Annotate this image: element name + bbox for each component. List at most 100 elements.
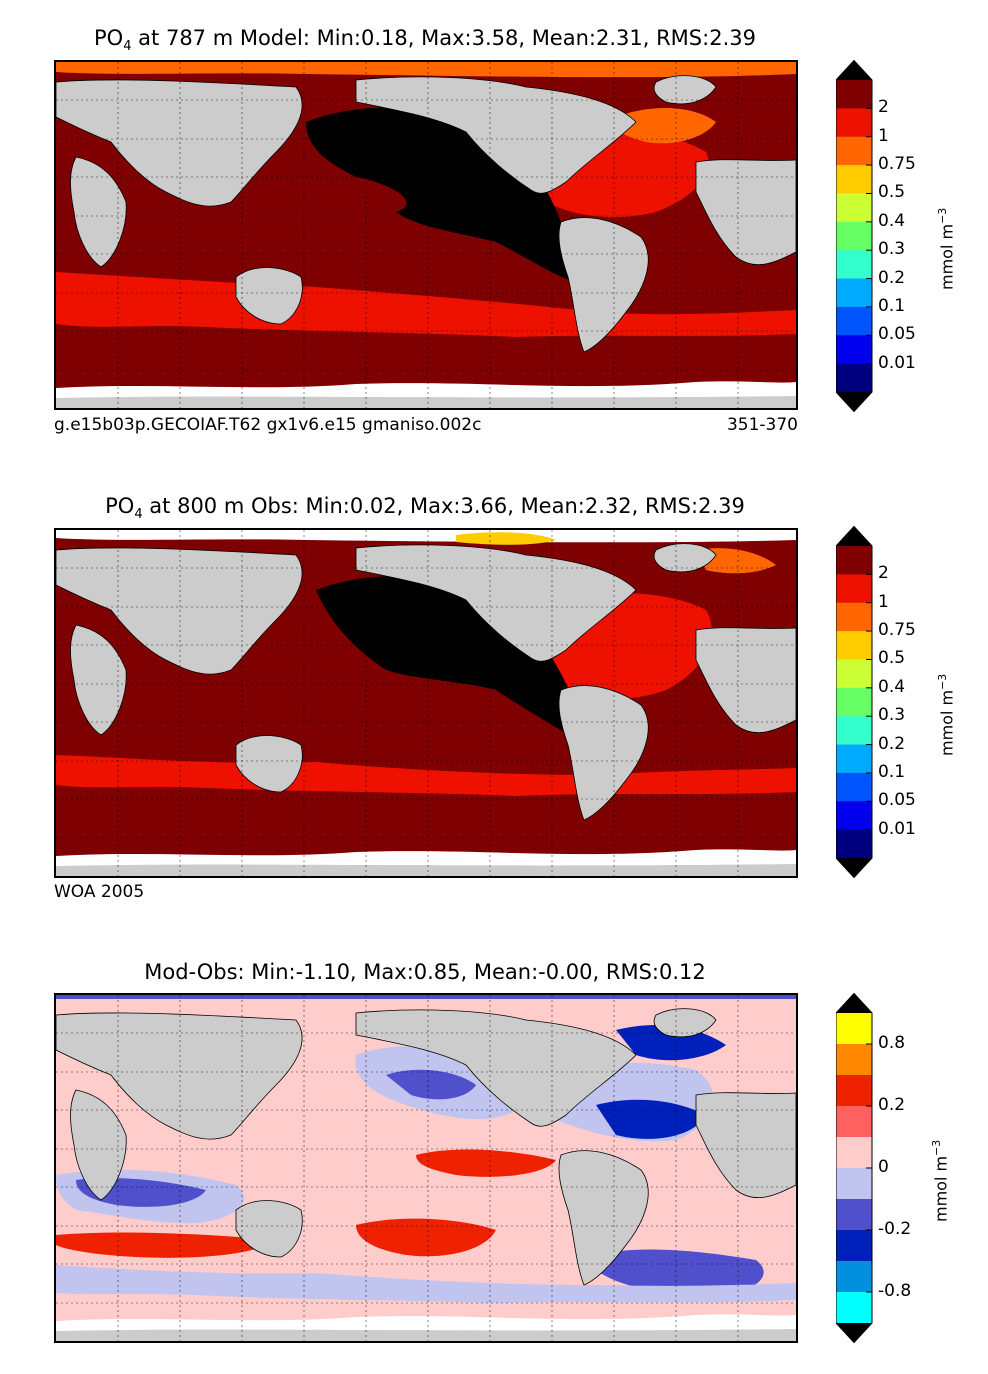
panel1-colorbar bbox=[836, 60, 956, 412]
colorbar-swatch bbox=[836, 1106, 872, 1138]
colorbar-swatch bbox=[836, 1199, 872, 1231]
colorbar-swatch bbox=[836, 136, 872, 166]
panel2-map bbox=[54, 528, 798, 878]
colorbar-top-arrow bbox=[836, 993, 872, 1013]
colorbar-swatch bbox=[836, 250, 872, 280]
colorbar-swatch bbox=[836, 363, 872, 393]
colorbar-tick-label: 0.75 bbox=[878, 620, 916, 641]
colorbar-swatch bbox=[836, 1292, 872, 1324]
panel3-title: Mod-Obs: Min:-1.10, Max:0.85, Mean:-0.00… bbox=[0, 960, 850, 984]
colorbar-swatch bbox=[836, 193, 872, 223]
panel1-colorbar-unit: mmol m−3 bbox=[936, 208, 956, 290]
colorbar-tick-label: 1 bbox=[878, 591, 889, 612]
colorbar-swatch bbox=[836, 546, 872, 575]
colorbar-swatch bbox=[836, 221, 872, 251]
colorbar-tick-label: -0.2 bbox=[878, 1219, 912, 1239]
panel3-title-rest: Mod-Obs: Min:-1.10, Max:0.85, Mean:-0.00… bbox=[144, 960, 706, 984]
colorbar-swatch bbox=[836, 278, 872, 308]
panel1-map bbox=[54, 60, 798, 410]
colorbar-swatch bbox=[836, 1013, 872, 1045]
colorbar-tick-label: 0.01 bbox=[878, 818, 916, 839]
panel1-title: PO4 at 787 m Model: Min:0.18, Max:3.58, … bbox=[0, 26, 850, 54]
colorbar-tick-label: 0.3 bbox=[878, 239, 906, 260]
colorbar-tick-label: 0.1 bbox=[878, 761, 906, 782]
colorbar-tick-label: 0.01 bbox=[878, 352, 916, 373]
panel3-map bbox=[54, 993, 798, 1343]
colorbar-tick-label: 0.2 bbox=[878, 1095, 906, 1115]
panel1-map-svg bbox=[56, 62, 796, 408]
panel2-colorbar bbox=[836, 526, 956, 878]
colorbar-tick-label: 0.8 bbox=[878, 1033, 906, 1053]
colorbar-top-arrow bbox=[836, 526, 872, 546]
panel1-unit-exp: −3 bbox=[936, 207, 949, 224]
colorbar-swatch bbox=[836, 574, 872, 604]
colorbar-swatch bbox=[836, 659, 872, 689]
colorbar-tick-label: 0.75 bbox=[878, 154, 916, 175]
panel2-title: PO4 at 800 m Obs: Min:0.02, Max:3.66, Me… bbox=[0, 494, 850, 522]
colorbar-top-arrow bbox=[836, 60, 872, 80]
panel3-colorbar-svg bbox=[836, 993, 873, 1343]
colorbar-tick-label: 0.2 bbox=[878, 267, 906, 288]
colorbar-swatch bbox=[836, 716, 872, 746]
panel2-caption-left: WOA 2005 bbox=[54, 882, 145, 902]
colorbar-outline bbox=[836, 526, 873, 878]
colorbar-swatch bbox=[836, 1075, 872, 1107]
colorbar-tick-label: 0.3 bbox=[878, 705, 906, 726]
panel3-colorbar bbox=[836, 993, 956, 1343]
colorbar-swatch bbox=[836, 801, 872, 831]
colorbar-tick-label: 0.5 bbox=[878, 182, 906, 203]
panel2-title-rest: at 800 m Obs: Min:0.02, Max:3.66, Mean:2… bbox=[142, 494, 745, 518]
colorbar-swatch bbox=[836, 1044, 872, 1076]
panel1-title-prefix: PO bbox=[94, 26, 124, 50]
panel3-map-svg bbox=[56, 995, 796, 1341]
colorbar-tick-label: 0.05 bbox=[878, 324, 916, 345]
panel2-colorbar-unit: mmol m−3 bbox=[936, 674, 956, 756]
colorbar-tick-label: 0.4 bbox=[878, 210, 906, 231]
panel1-unit-text: mmol m bbox=[937, 223, 957, 290]
colorbar-tick-label: 2 bbox=[878, 563, 889, 584]
colorbar-swatch bbox=[836, 1230, 872, 1262]
colorbar-bottom-arrow bbox=[836, 1323, 872, 1343]
panel3-unit-exp: −3 bbox=[930, 1139, 943, 1156]
panel2-title-sub: 4 bbox=[134, 507, 143, 523]
colorbar-swatch bbox=[836, 744, 872, 774]
colorbar-swatch bbox=[836, 108, 872, 138]
colorbar-bottom-arrow bbox=[836, 858, 872, 878]
colorbar-swatch bbox=[836, 1168, 872, 1200]
panel2-unit-text: mmol m bbox=[937, 689, 957, 756]
panel2-unit-exp: −3 bbox=[936, 673, 949, 690]
colorbar-tick-label: 0.2 bbox=[878, 733, 906, 754]
colorbar-tick-label: 0 bbox=[878, 1157, 889, 1177]
panel2-colorbar-svg bbox=[836, 526, 873, 878]
colorbar-tick-label: 0.4 bbox=[878, 676, 906, 697]
panel1-title-rest: at 787 m Model: Min:0.18, Max:3.58, Mean… bbox=[131, 26, 756, 50]
colorbar-swatch bbox=[836, 306, 872, 336]
colorbar-swatch bbox=[836, 80, 872, 109]
colorbar-tick-label: 0.5 bbox=[878, 648, 906, 669]
colorbar-swatch bbox=[836, 335, 872, 365]
colorbar-swatch bbox=[836, 1261, 872, 1293]
colorbar-swatch bbox=[836, 631, 872, 660]
panel1-caption-right: 351-370 bbox=[726, 415, 798, 435]
panel1-colorbar-svg bbox=[836, 60, 873, 412]
colorbar-swatch bbox=[836, 1137, 872, 1169]
colorbar-swatch bbox=[836, 602, 872, 632]
panel2-map-svg bbox=[56, 530, 796, 876]
colorbar-tick-label: 0.05 bbox=[878, 790, 916, 811]
colorbar-swatch bbox=[836, 829, 872, 859]
panel1-title-sub: 4 bbox=[123, 39, 132, 55]
colorbar-tick-label: 2 bbox=[878, 97, 889, 118]
panel3-unit-text: mmol m bbox=[931, 1155, 951, 1222]
colorbar-swatch bbox=[836, 165, 872, 194]
colorbar-outline bbox=[836, 60, 873, 412]
colorbar-tick-label: -0.8 bbox=[878, 1281, 912, 1301]
colorbar-bottom-arrow bbox=[836, 392, 872, 412]
colorbar-tick-label: 0.1 bbox=[878, 295, 906, 316]
colorbar-tick-label: 1 bbox=[878, 125, 889, 146]
panel2-title-prefix: PO bbox=[105, 494, 135, 518]
panel1-caption-left: g.e15b03p.GECOIAF.T62 gx1v6.e15 gmaniso.… bbox=[54, 415, 482, 435]
panel3-colorbar-unit: mmol m−3 bbox=[930, 1140, 950, 1222]
colorbar-swatch bbox=[836, 687, 872, 717]
colorbar-swatch bbox=[836, 772, 872, 802]
colorbar-outline bbox=[836, 993, 873, 1343]
